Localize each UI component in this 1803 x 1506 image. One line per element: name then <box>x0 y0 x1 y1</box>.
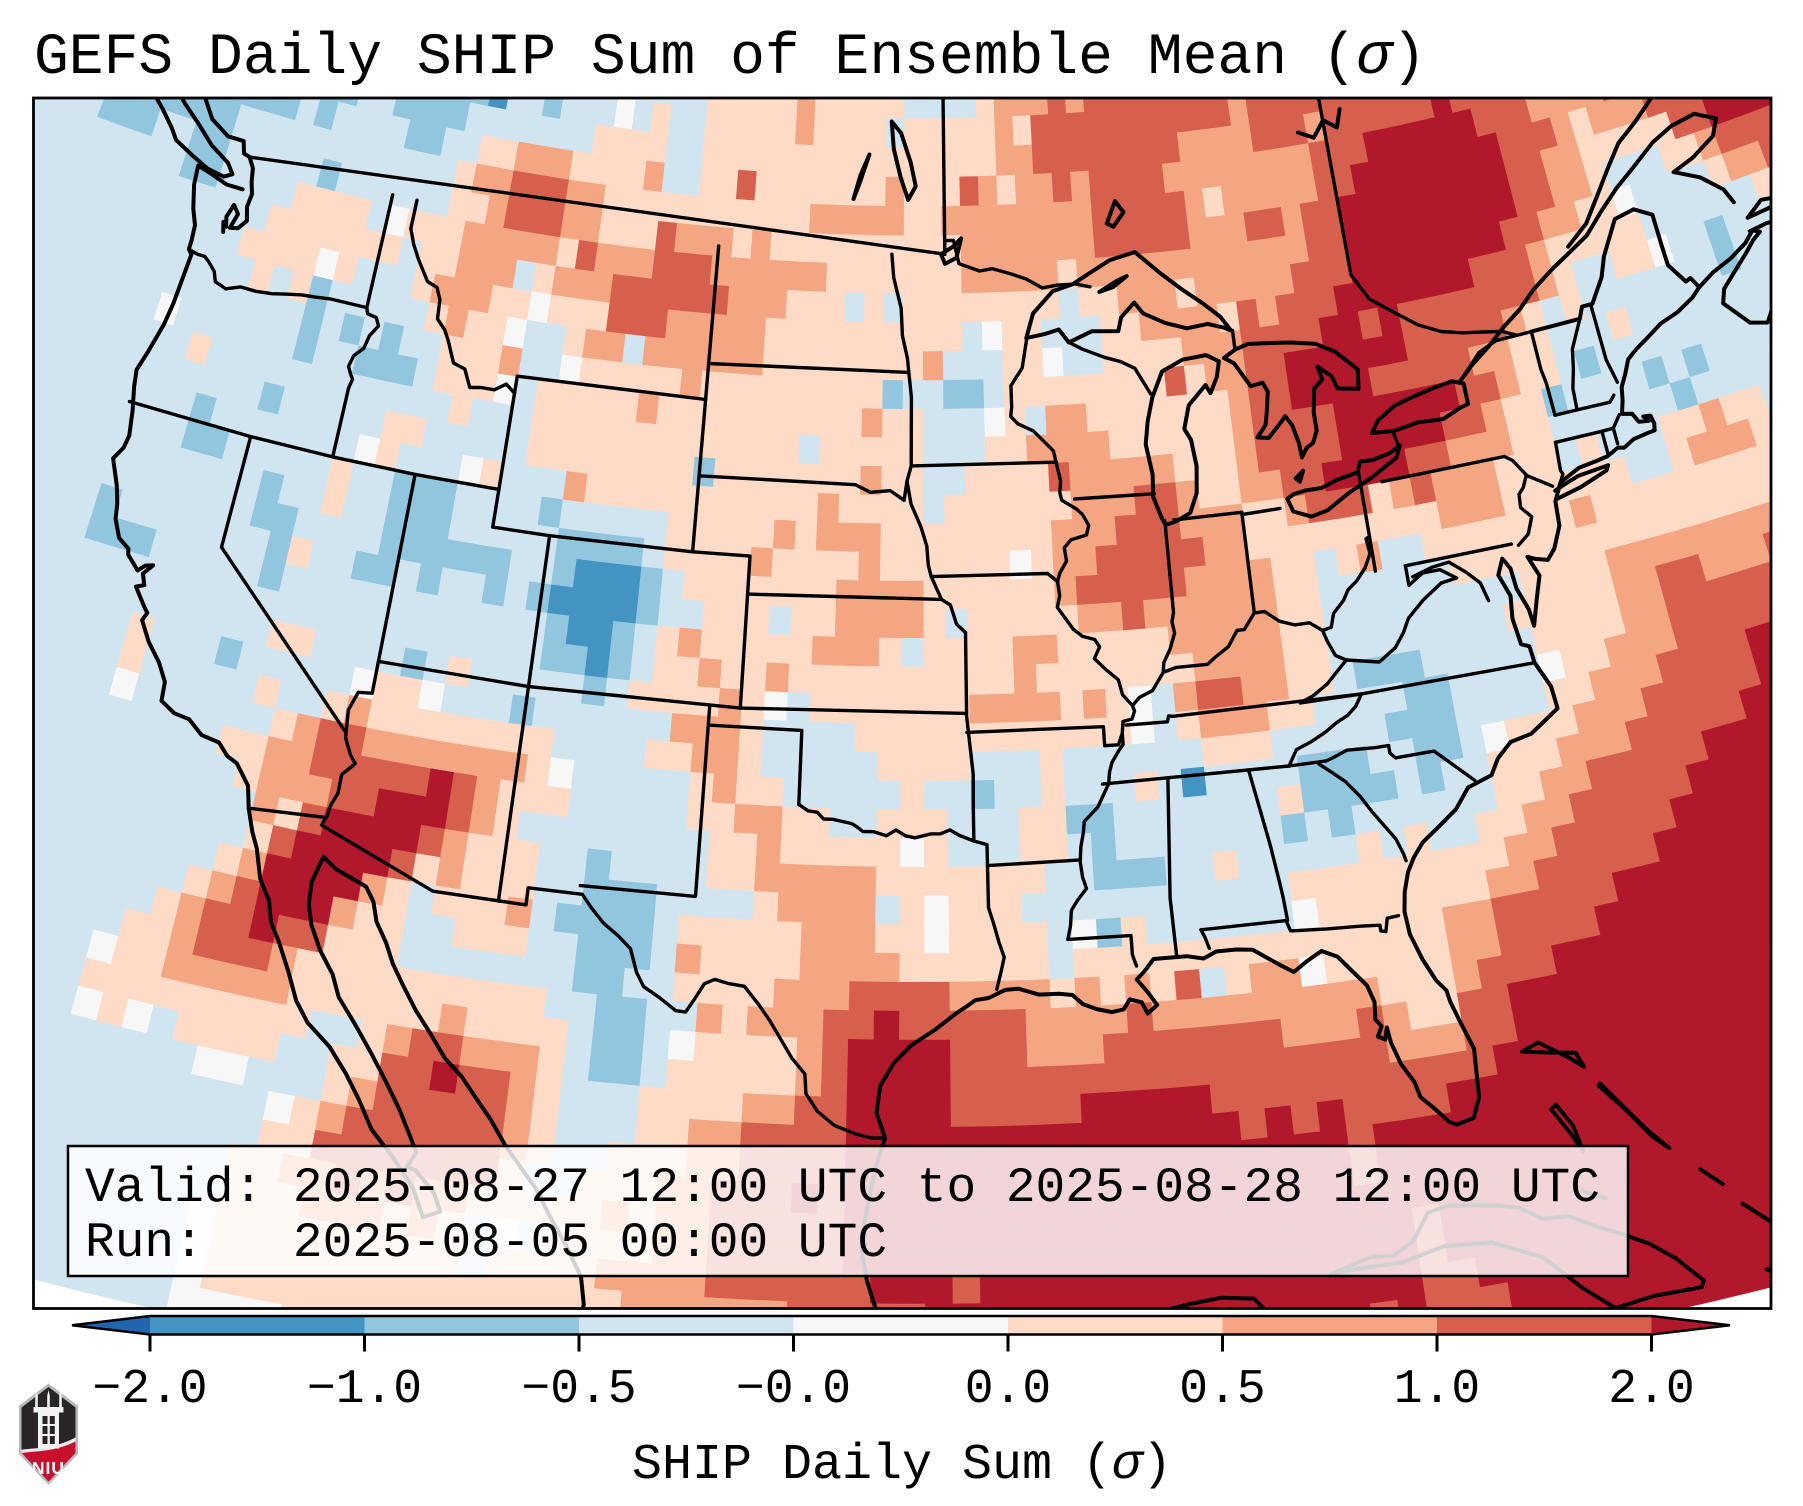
svg-text:SHIP Daily Sum (σ): SHIP Daily Sum (σ) <box>632 1437 1172 1494</box>
svg-text:0.5: 0.5 <box>1179 1363 1265 1417</box>
svg-text:1.0: 1.0 <box>1394 1363 1480 1417</box>
svg-text:−0.0: −0.0 <box>736 1363 851 1417</box>
svg-text:−0.5: −0.5 <box>521 1363 636 1417</box>
svg-text:−2.0: −2.0 <box>92 1363 207 1417</box>
svg-text:0.0: 0.0 <box>965 1363 1051 1417</box>
svg-text:Run: 2025-08-05 00:00 UTC: Run: 2025-08-05 00:00 UTC <box>85 1215 887 1271</box>
svg-text:GEFS Daily SHIP Sum of Ensembl: GEFS Daily SHIP Sum of Ensemble Mean (σ) <box>34 26 1426 91</box>
svg-text:2.0: 2.0 <box>1608 1363 1694 1417</box>
svg-text:−1.0: −1.0 <box>307 1363 422 1417</box>
svg-text:NIU: NIU <box>32 1458 65 1478</box>
svg-text:Valid: 2025-08-27 12:00 UTC to: Valid: 2025-08-27 12:00 UTC to 2025-08-2… <box>85 1160 1600 1216</box>
